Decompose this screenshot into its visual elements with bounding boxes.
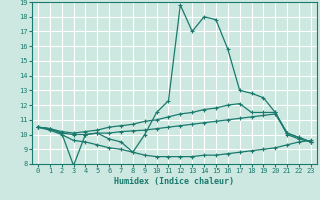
X-axis label: Humidex (Indice chaleur): Humidex (Indice chaleur)	[115, 177, 234, 186]
